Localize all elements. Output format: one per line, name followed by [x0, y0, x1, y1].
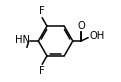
Text: F: F [39, 66, 45, 76]
Text: OH: OH [89, 31, 104, 41]
Text: HN: HN [15, 35, 30, 45]
Text: O: O [77, 21, 85, 31]
Text: F: F [39, 6, 45, 16]
